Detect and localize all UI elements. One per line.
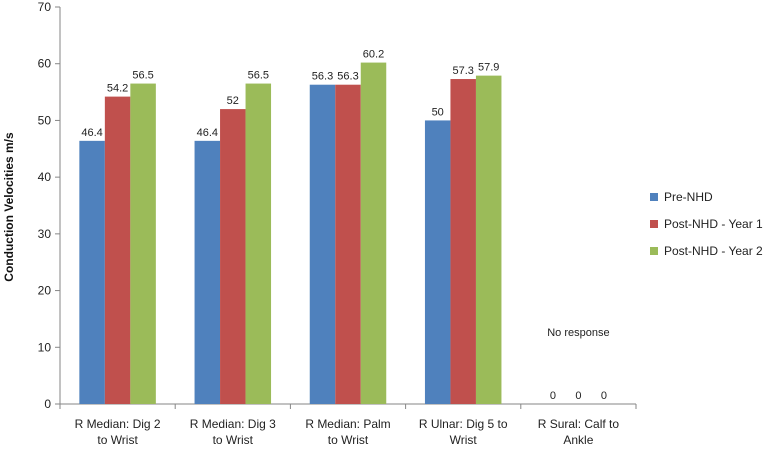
data-label: 46.4	[81, 127, 102, 139]
data-label: 56.3	[312, 71, 333, 83]
y-tick-label: 30	[38, 227, 52, 241]
bar	[475, 75, 502, 405]
x-tick-label: R Median: Palm to Wrist	[305, 417, 390, 447]
x-tick-label: R Median: Dig 2 to Wrist	[75, 417, 161, 447]
data-label: 60.2	[363, 49, 384, 61]
data-label: 56.5	[132, 70, 153, 82]
legend-swatch	[650, 247, 658, 255]
data-labels: 46.4 54.2 56.5 46.4 52 56.5 56.3 56.3 60.2 50 57.3…	[81, 49, 607, 402]
bar	[309, 84, 336, 404]
x-axis: R Median: Dig 2 to Wrist R Median: Dig 3 to…	[59, 403, 637, 447]
legend: Pre-NHD Post-NHD - Year 1 Post-NHD - Yea…	[650, 188, 763, 269]
bar	[104, 96, 131, 404]
y-axis-title: Conduction Velocities m/s	[2, 132, 16, 282]
legend-item-post-nhd-year-1: Post-NHD - Year 1	[650, 215, 763, 233]
x-tick-label: R Sural: Calf to Ankle	[538, 417, 620, 447]
bar	[220, 109, 246, 404]
y-tick-label: 40	[38, 170, 52, 184]
y-tick-label: 50	[38, 113, 52, 127]
bars	[79, 62, 502, 405]
x-tick-label: R Ulnar: Dig 5 to Wrist	[419, 417, 508, 447]
bar	[335, 84, 361, 404]
bar	[450, 79, 476, 404]
bar	[245, 83, 272, 405]
y-tick-label: 60	[38, 57, 52, 71]
data-label: 46.4	[197, 127, 218, 139]
annotations: No response	[547, 327, 609, 339]
y-axis: 0 10 20 30 40 50 60 70	[38, 0, 61, 411]
data-label: 57.9	[478, 62, 499, 74]
annotation-no-response: No response	[547, 327, 609, 339]
data-label: 50	[432, 106, 444, 118]
data-label: 52	[227, 95, 239, 107]
bar	[194, 140, 221, 405]
y-tick-label: 10	[38, 340, 52, 354]
data-label: 0	[575, 390, 581, 402]
data-label: 0	[550, 390, 556, 402]
data-label: 54.2	[107, 83, 128, 95]
data-label: 56.3	[337, 71, 358, 83]
data-label: 0	[601, 390, 607, 402]
bar	[130, 83, 156, 405]
bar	[424, 120, 451, 404]
y-tick-label: 20	[38, 284, 52, 298]
legend-label: Post-NHD - Year 1	[664, 217, 763, 231]
legend-label: Post-NHD - Year 2	[664, 244, 763, 258]
bar	[79, 140, 105, 405]
x-tick-label: R Median: Dig 3 to Wrist	[190, 417, 276, 447]
data-label: 56.5	[248, 70, 269, 82]
legend-swatch	[650, 220, 658, 228]
y-tick-label: 0	[44, 397, 51, 411]
legend-item-post-nhd-year-2: Post-NHD - Year 2	[650, 242, 763, 260]
legend-swatch	[650, 193, 658, 201]
legend-item-pre-nhd: Pre-NHD	[650, 188, 763, 206]
bar	[360, 62, 387, 405]
data-label: 57.3	[452, 65, 473, 77]
y-tick-label: 70	[38, 0, 52, 14]
legend-label: Pre-NHD	[664, 190, 713, 204]
